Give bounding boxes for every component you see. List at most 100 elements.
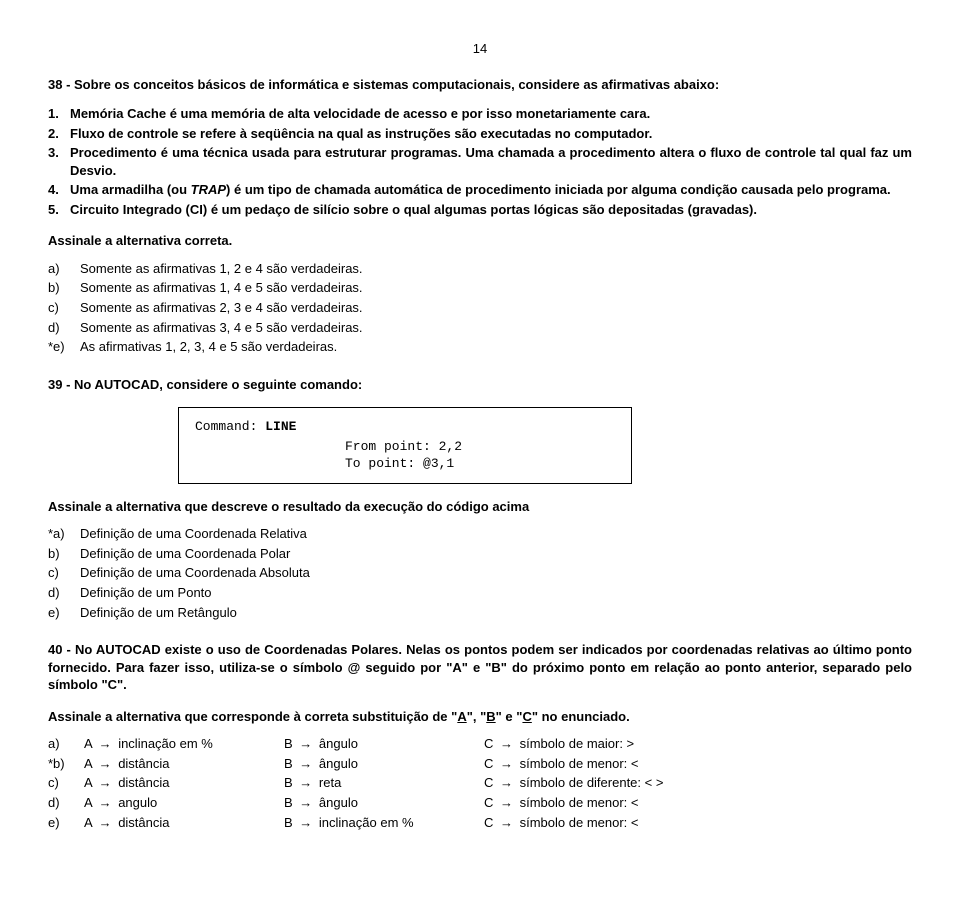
q38-option-d: d) Somente as afirmativas 3, 4 e 5 são v… (48, 319, 912, 337)
arrow-icon: → (299, 794, 312, 812)
q40-options-table: a)A → inclinação em %B → ânguloC → símbo… (48, 735, 912, 831)
q39-option-d: d) Definição de um Ponto (48, 584, 912, 602)
option-text: As afirmativas 1, 2, 3, 4 e 5 são verdad… (80, 338, 912, 356)
q40-option-row: d)A → anguloB → ânguloC → símbolo de men… (48, 794, 912, 812)
question-38: 38 - Sobre os conceitos básicos de infor… (48, 76, 912, 356)
col-b: B → ângulo (284, 735, 484, 753)
option-text: Somente as afirmativas 2, 3 e 4 são verd… (80, 299, 912, 317)
option-text: Somente as afirmativas 1, 4 e 5 são verd… (80, 279, 912, 297)
arrow-icon: → (500, 774, 513, 792)
col-a: A → inclinação em % (84, 735, 284, 753)
q40-option-row: c)A → distânciaB → retaC → símbolo de di… (48, 774, 912, 792)
option-key: d) (48, 794, 84, 812)
option-key: c) (48, 774, 84, 792)
instr-mid2: " e " (496, 709, 523, 724)
q39-code-box: Command: LINE From point: 2,2 To point: … (178, 407, 632, 484)
col-b: B → inclinação em % (284, 814, 484, 832)
q38-item-4: 4. Uma armadilha (ou TRAP) é um tipo de … (48, 181, 912, 199)
col-b: B → ângulo (284, 755, 484, 773)
question-39: 39 - No AUTOCAD, considere o seguinte co… (48, 376, 912, 621)
code-label: Command: (195, 419, 265, 434)
code-from: From point: 2,2 (345, 438, 615, 456)
q38-instruction: Assinale a alternativa correta. (48, 232, 912, 250)
q38-option-b: b) Somente as afirmativas 1, 4 e 5 são v… (48, 279, 912, 297)
col-a: A → distância (84, 755, 284, 773)
item-italic: TRAP (191, 182, 226, 197)
q38-option-c: c) Somente as afirmativas 2, 3 e 4 são v… (48, 299, 912, 317)
option-text: Somente as afirmativas 3, 4 e 5 são verd… (80, 319, 912, 337)
option-text: Definição de um Retângulo (80, 604, 912, 622)
q38-item-3: 3. Procedimento é uma técnica usada para… (48, 144, 912, 179)
q40-option-row: *b)A → distânciaB → ânguloC → símbolo de… (48, 755, 912, 773)
item-number: 5. (48, 201, 70, 219)
q40-option-row: e)A → distânciaB → inclinação em %C → sí… (48, 814, 912, 832)
instr-C: C (522, 709, 531, 724)
q39-option-a: *a) Definição de uma Coordenada Relativa (48, 525, 912, 543)
instr-A: A (457, 709, 466, 724)
arrow-icon: → (99, 755, 112, 773)
item-number: 4. (48, 181, 70, 199)
page-number: 14 (48, 40, 912, 58)
col-b: B → ângulo (284, 794, 484, 812)
q38-options: a) Somente as afirmativas 1, 2 e 4 são v… (48, 260, 912, 356)
option-key: a) (48, 260, 80, 278)
option-key: d) (48, 584, 80, 602)
option-text: Definição de uma Coordenada Relativa (80, 525, 912, 543)
q40-paragraph: 40 - No AUTOCAD existe o uso de Coordena… (48, 641, 912, 694)
instr-mid1: ", " (467, 709, 487, 724)
arrow-icon: → (500, 814, 513, 832)
option-text: Definição de uma Coordenada Absoluta (80, 564, 912, 582)
instr-B: B (486, 709, 495, 724)
q38-stem: 38 - Sobre os conceitos básicos de infor… (48, 76, 912, 94)
arrow-icon: → (500, 794, 513, 812)
item-text: Memória Cache é uma memória de alta velo… (70, 105, 912, 123)
col-a: A → distância (84, 774, 284, 792)
q39-option-c: c) Definição de uma Coordenada Absoluta (48, 564, 912, 582)
item-number: 1. (48, 105, 70, 123)
option-key: a) (48, 735, 84, 753)
arrow-icon: → (299, 774, 312, 792)
instr-post: " no enunciado. (532, 709, 630, 724)
arrow-icon: → (99, 735, 112, 753)
col-b: B → reta (284, 774, 484, 792)
q38-item-5: 5. Circuito Integrado (CI) é um pedaço d… (48, 201, 912, 219)
item-text: Uma armadilha (ou TRAP) é um tipo de cha… (70, 181, 912, 199)
item-text: Procedimento é uma técnica usada para es… (70, 144, 912, 179)
arrow-icon: → (500, 735, 513, 753)
col-c: C → símbolo de diferente: < > (484, 774, 912, 792)
item-number: 2. (48, 125, 70, 143)
q40-option-row: a)A → inclinação em %B → ânguloC → símbo… (48, 735, 912, 753)
q39-options: *a) Definição de uma Coordenada Relativa… (48, 525, 912, 621)
arrow-icon: → (99, 794, 112, 812)
q39-option-e: e) Definição de um Retângulo (48, 604, 912, 622)
question-40: 40 - No AUTOCAD existe o uso de Coordena… (48, 641, 912, 831)
col-c: C → símbolo de maior: > (484, 735, 912, 753)
arrow-icon: → (299, 735, 312, 753)
option-text: Definição de uma Coordenada Polar (80, 545, 912, 563)
option-key: c) (48, 564, 80, 582)
item-number: 3. (48, 144, 70, 179)
q38-items: 1. Memória Cache é uma memória de alta v… (48, 105, 912, 218)
item-pre: Uma armadilha (ou (70, 182, 191, 197)
option-key: *a) (48, 525, 80, 543)
option-key: e) (48, 814, 84, 832)
arrow-icon: → (299, 814, 312, 832)
option-key: e) (48, 604, 80, 622)
arrow-icon: → (99, 814, 112, 832)
instr-pre: Assinale a alternativa que corresponde à… (48, 709, 457, 724)
q38-option-a: a) Somente as afirmativas 1, 2 e 4 são v… (48, 260, 912, 278)
q38-item-2: 2. Fluxo de controle se refere à seqüênc… (48, 125, 912, 143)
q39-instruction: Assinale a alternativa que descreve o re… (48, 498, 912, 516)
q40-instruction: Assinale a alternativa que corresponde à… (48, 708, 912, 726)
item-text: Fluxo de controle se refere à seqüência … (70, 125, 912, 143)
option-key: *b) (48, 755, 84, 773)
arrow-icon: → (99, 774, 112, 792)
option-key: *e) (48, 338, 80, 356)
option-key: b) (48, 279, 80, 297)
q39-stem: 39 - No AUTOCAD, considere o seguinte co… (48, 376, 912, 394)
arrow-icon: → (299, 755, 312, 773)
item-post: ) é um tipo de chamada automática de pro… (226, 182, 891, 197)
col-a: A → distância (84, 814, 284, 832)
col-c: C → símbolo de menor: < (484, 794, 912, 812)
option-key: b) (48, 545, 80, 563)
